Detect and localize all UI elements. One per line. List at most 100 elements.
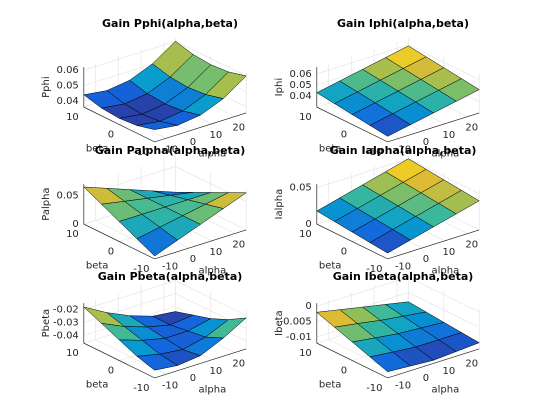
axis-line [316, 303, 480, 379]
grid-line [316, 44, 480, 80]
y-axis-label: beta [319, 261, 342, 272]
x-tick-label: 0 [423, 137, 429, 148]
chart-title: Gain Ibeta(alpha,beta) [333, 270, 474, 283]
z-tick-label: 0.05 [57, 191, 79, 202]
z-tick-label: 0 [305, 301, 311, 312]
y-tick-label: 0 [108, 366, 114, 377]
z-tick-label: -0.005 [280, 317, 312, 328]
x-tick-label: 10 [209, 130, 222, 141]
z-axis-label: Palpha [41, 187, 52, 220]
grid-line [83, 166, 247, 202]
surface-face [136, 121, 178, 130]
x-axis-label: alpha [432, 148, 460, 159]
y-tick-label: 10 [66, 229, 79, 240]
z-tick-label: 0.06 [57, 65, 79, 76]
surface-face [369, 113, 412, 137]
x-axis-label: alpha [432, 265, 460, 276]
y-axis-label: beta [86, 144, 109, 155]
surface-face [369, 229, 411, 254]
y-tick-label: -10 [366, 383, 382, 394]
z-tick-label: -0.04 [53, 330, 79, 341]
y-tick-label: 10 [299, 112, 312, 123]
y-tick-label: 0 [108, 247, 114, 258]
axis-line [83, 184, 247, 260]
x-tick-label: 20 [465, 240, 478, 251]
y-axis-label: beta [319, 144, 342, 155]
y-tick-label: 10 [299, 229, 312, 240]
y-tick-label: 10 [66, 112, 79, 123]
surface-face [136, 353, 179, 371]
chart-title: Gain Iphi(alpha,beta) [337, 17, 469, 30]
grid-line [83, 293, 247, 329]
y-tick-label: 10 [299, 348, 312, 359]
chart-title: Gain Pphi(alpha,beta) [102, 17, 238, 30]
y-axis-label: beta [86, 380, 109, 391]
y-tick-label: -10 [366, 147, 382, 158]
surface-face [369, 351, 412, 372]
axis-line [83, 67, 247, 143]
axis-line [83, 303, 247, 379]
y-tick-label: 0 [341, 130, 347, 141]
z-axis-label: Ialpha [274, 189, 285, 220]
x-tick-label: 10 [442, 366, 455, 377]
x-tick-label: 0 [423, 373, 429, 384]
x-tick-label: 20 [465, 359, 478, 370]
x-tick-label: -10 [162, 144, 178, 155]
chart-title: Gain Pbeta(alpha,beta) [98, 270, 243, 283]
y-tick-label: 0 [341, 247, 347, 258]
z-tick-label: -0.03 [53, 317, 79, 328]
y-tick-label: -10 [133, 264, 149, 275]
x-tick-label: 10 [209, 366, 222, 377]
y-tick-label: 10 [66, 348, 79, 359]
chart-title: Gain Ialpha(alpha,beta) [330, 144, 477, 157]
z-axis-label: Iphi [274, 78, 285, 96]
x-tick-label: 10 [209, 247, 222, 258]
z-tick-label: 0.04 [290, 91, 312, 102]
x-tick-label: 0 [190, 254, 196, 265]
surface-face [136, 226, 178, 257]
z-axis-label: Pbeta [41, 309, 52, 338]
x-tick-label: 0 [190, 137, 196, 148]
subplot: -10 0 10 20 -10 0 10 0.040.050.06 alpha beta Iphi G… [274, 17, 480, 159]
x-tick-label: 10 [442, 130, 455, 141]
z-axis-label: Ibeta [274, 310, 285, 336]
x-tick-label: -10 [395, 261, 411, 272]
x-tick-label: 20 [232, 359, 245, 370]
x-axis-label: alpha [199, 384, 227, 395]
y-tick-label: 0 [341, 366, 347, 377]
x-axis-label: alpha [199, 265, 227, 276]
y-tick-label: -10 [133, 147, 149, 158]
axis-line [316, 67, 480, 143]
z-axis-label: Pphi [41, 76, 52, 98]
subplot: -1001020-10010-0.01-0.0050alphabetaIbeta… [274, 270, 480, 395]
x-tick-label: 20 [232, 240, 245, 251]
z-tick-label: -0.01 [286, 332, 312, 343]
x-axis-label: alpha [199, 148, 227, 159]
x-tick-label: 20 [465, 123, 478, 134]
x-tick-label: 20 [232, 123, 245, 134]
z-tick-label: 0.05 [57, 81, 79, 92]
x-tick-label: 10 [442, 247, 455, 258]
chart-title: Gain Palpha(alpha,beta) [95, 144, 246, 157]
axis-line [316, 184, 480, 260]
y-tick-label: 0 [108, 130, 114, 141]
grid-line [316, 276, 480, 313]
x-axis-label: alpha [432, 384, 460, 395]
y-tick-label: -10 [366, 264, 382, 275]
z-tick-label: 0 [305, 219, 311, 230]
z-tick-label: -0.02 [53, 305, 79, 316]
x-tick-label: -10 [162, 380, 178, 391]
x-tick-label: -10 [162, 261, 178, 272]
x-tick-label: 0 [423, 254, 429, 265]
z-tick-label: 0.04 [57, 96, 79, 107]
y-tick-label: -10 [133, 383, 149, 394]
y-axis-label: beta [319, 380, 342, 391]
z-tick-label: 0 [72, 219, 78, 230]
z-tick-label: 0.05 [290, 183, 312, 194]
x-tick-label: -10 [395, 380, 411, 391]
grid-line [83, 280, 247, 316]
y-axis-label: beta [86, 261, 109, 272]
